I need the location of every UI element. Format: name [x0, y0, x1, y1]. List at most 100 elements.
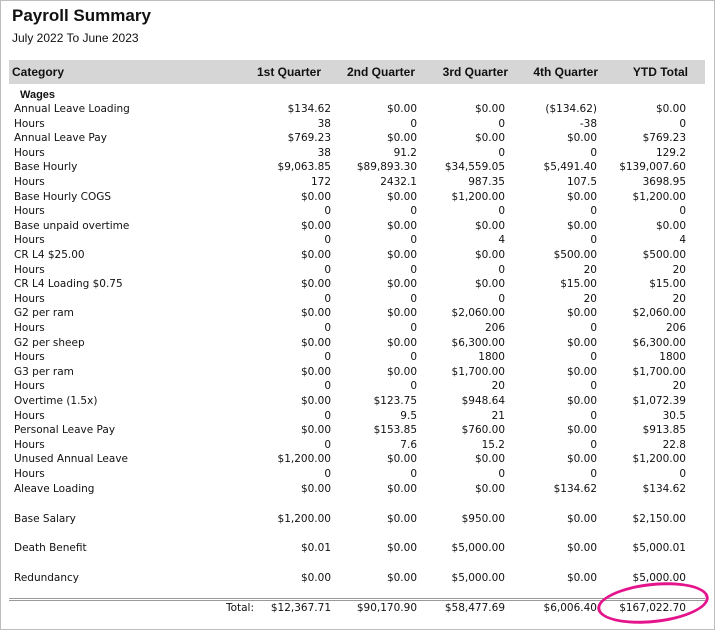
table-cell: $0.00 [474, 453, 505, 466]
table-cell: $1,072.39 [632, 395, 686, 407]
row-label: Base Hourly COGS [14, 190, 112, 203]
row-label: Hours [14, 322, 45, 334]
table-cell: $0.00 [300, 482, 331, 495]
row-label: Hours [14, 438, 45, 451]
table-cell: 7.6 [400, 438, 417, 451]
table-row: Annual Leave Pay $769.23 $0.00 $0.00 $0.00 $7… [0, 131, 715, 146]
table-cell: 0 [498, 205, 505, 218]
row-label: CR L4 $25.00 [14, 249, 85, 261]
table-cell: $5,491.40 [543, 161, 597, 174]
table-cell: 20 [491, 380, 505, 393]
table-cell: $0.00 [474, 278, 505, 291]
table-cell: $0.00 [566, 572, 597, 584]
table-cell: 20 [672, 292, 686, 305]
table-cell: $0.00 [300, 336, 331, 349]
table-cell: $0.00 [300, 424, 331, 437]
table-cell: 206 [484, 322, 505, 334]
table-cell: 0 [410, 205, 417, 218]
table-cell: $0.00 [566, 219, 597, 232]
table-row: Hours 38 91.2 0 0 129.2 [0, 146, 715, 161]
table-cell: 15.2 [481, 438, 505, 451]
table-cell: 0 [410, 234, 417, 247]
table-row: Overtime (1.5x) $0.00 $123.75 $948.64 $0.00 $… [0, 394, 715, 409]
table-row: Hours 0 0 0 20 20 [0, 292, 715, 307]
row-label: Hours [14, 292, 45, 305]
table-cell: $15.00 [560, 278, 597, 291]
table-cell: $0.00 [566, 365, 597, 378]
table-cell: $0.00 [474, 103, 505, 115]
table-cell: $153.85 [373, 424, 417, 437]
table-cell: $1,200.00 [632, 190, 686, 203]
row-label: Hours [14, 205, 45, 218]
table-row: CR L4 Loading $0.75 $0.00 $0.00 $0.00 $15.00… [0, 277, 715, 292]
table-row: G2 per ram $0.00 $0.00 $2,060.00 $0.00 $2,060… [0, 306, 715, 321]
table-cell: 0 [410, 468, 417, 480]
table-row: Hours 38 0 0 -38 0 [0, 117, 715, 132]
row-label: Hours [14, 117, 45, 130]
row-label: Hours [14, 351, 45, 364]
table-cell: $0.00 [386, 513, 417, 525]
table-cell: 0 [324, 409, 331, 422]
table-row: Unused Annual Leave $1,200.00 $0.00 $0.00 $0… [0, 452, 715, 467]
table-cell: 0 [324, 263, 331, 276]
table-cell: $0.00 [386, 542, 417, 554]
table-cell: 987.35 [468, 176, 505, 188]
table-cell: 0 [590, 234, 597, 247]
table-cell: $5,000.01 [632, 542, 686, 554]
table-row: Hours 0 0 0 20 20 [0, 263, 715, 278]
row-label: G2 per sheep [14, 336, 85, 349]
table-cell: 20 [583, 292, 597, 305]
totals-divider [9, 598, 705, 599]
table-cell: 91.2 [393, 146, 417, 159]
table-cell: 2432.1 [380, 176, 417, 188]
row-label: Annual Leave Pay [14, 132, 107, 145]
row-label: Redundancy [14, 572, 79, 584]
table-row: G2 per sheep $0.00 $0.00 $6,300.00 $0.00 $6,3… [0, 336, 715, 351]
table-cell: 0 [324, 380, 331, 393]
row-label: Hours [14, 468, 45, 480]
table-cell: 0 [410, 351, 417, 364]
table-cell: ($134.62) [545, 103, 597, 115]
table-cell: 0 [590, 322, 597, 334]
table-cell: 0 [324, 234, 331, 247]
table-row: Redundancy $0.00 $0.00 $5,000.00 $0.00 $5,000… [0, 571, 715, 586]
table-cell: 38 [317, 146, 331, 159]
table-cell: $0.00 [566, 336, 597, 349]
table-cell: $0.00 [386, 307, 417, 320]
table-cell: 0 [679, 117, 686, 130]
row-label: Hours [14, 146, 45, 159]
table-cell: 0 [324, 322, 331, 334]
table-cell: $0.00 [474, 219, 505, 232]
row-label: Overtime (1.5x) [14, 395, 98, 407]
table-cell: $1,200.00 [632, 453, 686, 466]
table-cell: $0.00 [386, 482, 417, 495]
row-label: Base Salary [14, 513, 76, 525]
column-header-q4: 4th Quarter [533, 65, 598, 79]
table-cell: $139,007.60 [619, 161, 686, 174]
table-cell: 0 [590, 351, 597, 364]
table-cell: 4 [679, 234, 686, 247]
table-cell: -38 [579, 117, 597, 130]
table-cell: 0 [324, 438, 331, 451]
table-cell: $0.00 [300, 572, 331, 584]
table-cell: $0.00 [386, 190, 417, 203]
table-cell: 20 [672, 263, 686, 276]
table-cell: $6,300.00 [451, 336, 505, 349]
table-cell: $0.00 [300, 190, 331, 203]
table-cell: 107.5 [566, 176, 597, 188]
table-cell: $0.00 [566, 395, 597, 407]
table-cell: 0 [410, 292, 417, 305]
table-row: Hours 0 0 0 0 0 [0, 467, 715, 482]
table-cell: $5,000.00 [451, 542, 505, 554]
table-row: Base unpaid overtime $0.00 $0.00 $0.00 $0.00… [0, 219, 715, 234]
table-cell: $0.00 [300, 219, 331, 232]
table-cell: $0.00 [386, 219, 417, 232]
table-cell: $0.00 [566, 132, 597, 145]
row-label: Base Hourly [14, 161, 78, 174]
table-cell: $0.00 [566, 453, 597, 466]
table-row: Annual Leave Loading $134.62 $0.00 $0.00 ($1… [0, 102, 715, 117]
table-cell: 0 [410, 380, 417, 393]
table-cell: $0.00 [300, 307, 331, 320]
table-cell: 20 [672, 380, 686, 393]
table-row: Base Hourly $9,063.85 $89,893.30 $34,559.05… [0, 160, 715, 175]
